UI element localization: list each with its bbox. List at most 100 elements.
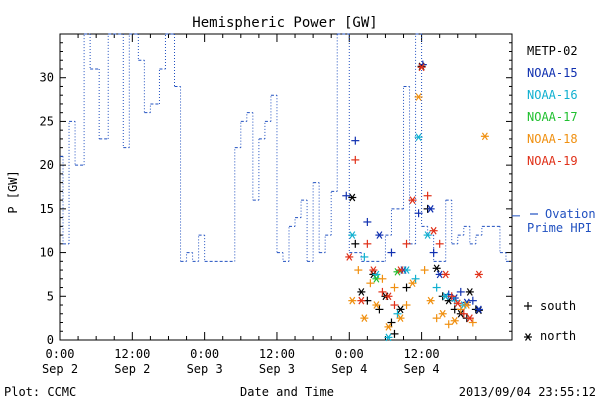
- legend-north-label: north: [540, 329, 576, 343]
- noaa-18-south-point: [444, 320, 453, 329]
- noaa-18-north-point: [414, 93, 423, 101]
- y-tick-label: 10: [40, 246, 54, 260]
- noaa-16-north-point: [423, 231, 432, 239]
- legend-noaa-16: NOAA-16: [527, 88, 578, 102]
- metp-02-north-point: [348, 193, 357, 202]
- noaa-16-north-point: [348, 231, 357, 239]
- metp-02-south-point: [390, 329, 399, 338]
- noaa-18-north-point: [396, 314, 405, 322]
- legend-noaa-17: NOAA-17: [527, 110, 578, 124]
- metp-02-north-point: [432, 264, 441, 273]
- metp-02-south-point: [387, 318, 396, 327]
- legend-noaa-15: NOAA-15: [527, 66, 578, 80]
- noaa-18-north-point: [360, 314, 369, 322]
- metp-02-south-point: [402, 283, 411, 292]
- noaa-19-south-point: [402, 239, 411, 248]
- y-tick-label: 20: [40, 158, 54, 172]
- noaa-18-south-point: [354, 266, 363, 275]
- noaa-19-south-point: [378, 287, 387, 296]
- x-tick-date: Sep 4: [331, 362, 367, 376]
- noaa-18-south-point: [390, 283, 399, 292]
- noaa-18-north-point: [462, 301, 471, 309]
- x-axis-label: Date and Time: [240, 385, 334, 399]
- x-tick-time: 12:00: [404, 347, 440, 361]
- y-tick-label: 25: [40, 114, 54, 128]
- noaa-18-south-point: [420, 266, 429, 275]
- noaa-15-south-point: [363, 217, 372, 226]
- x-tick-time: 12:00: [259, 347, 295, 361]
- noaa-15-north-point: [375, 231, 384, 239]
- x-tick-time: 0:00: [46, 347, 75, 361]
- x-tick-time: 0:00: [190, 347, 219, 361]
- noaa-16-south-point: [393, 309, 402, 318]
- metp-02-south-point: [375, 305, 384, 314]
- plot-source: Plot: CCMC: [4, 385, 76, 399]
- noaa-15-south-point: [342, 191, 351, 200]
- x-tick-date: Sep 3: [259, 362, 295, 376]
- noaa-18-south-point: [468, 318, 477, 327]
- noaa-16-north-point: [384, 333, 393, 342]
- noaa-16-south-point: [432, 283, 441, 292]
- x-tick-date: Sep 2: [114, 362, 150, 376]
- noaa-19-north-point: [384, 292, 393, 301]
- noaa-19-south-point: [423, 191, 432, 200]
- noaa-19-south-point: [363, 239, 372, 248]
- noaa-15-south-point: [414, 209, 423, 218]
- legend-ovation-line1: Ovation: [545, 207, 596, 221]
- noaa-19-north-point: [441, 270, 450, 279]
- plot-frame: [59, 33, 513, 341]
- noaa-15-south-point: [456, 287, 465, 296]
- noaa-18-north-point: [408, 279, 417, 288]
- noaa-15-south-point: [429, 248, 438, 257]
- noaa-19-south-point: [390, 301, 399, 310]
- legend-noaa-19: NOAA-19: [527, 154, 578, 168]
- legend-metp-02: METP-02: [527, 44, 578, 58]
- noaa-18-south-point: [378, 274, 387, 283]
- noaa-19-north-point: [417, 63, 426, 72]
- noaa-19-north-point: [369, 266, 378, 274]
- noaa-15-north-point: [474, 305, 483, 314]
- noaa-15-south-point: [387, 248, 396, 257]
- x-tick-date: Sep 3: [187, 362, 223, 376]
- noaa-16-north-point: [414, 133, 423, 142]
- noaa-18-south-point: [366, 279, 375, 288]
- noaa-19-north-point: [429, 226, 438, 235]
- y-tick-label: 30: [40, 71, 54, 85]
- noaa-19-north-point: [465, 314, 474, 322]
- y-tick-label: 15: [40, 202, 54, 216]
- noaa-15-south-point: [468, 296, 477, 305]
- noaa-19-north-point: [474, 270, 483, 279]
- ovation-series: [60, 33, 512, 262]
- noaa-18-north-point: [348, 296, 357, 305]
- legend: METP-02 NOAA-15 NOAA-16 NOAA-17 NOAA-18 NOAA-…: [512, 44, 596, 343]
- metp-02-north-point: [396, 305, 405, 314]
- y-axis-label: P [GW]: [6, 170, 20, 213]
- chart-title: Hemispheric Power [GW]: [192, 15, 377, 31]
- noaa-18-north-point: [480, 132, 489, 141]
- noaa-18-north-point: [438, 309, 447, 318]
- noaa-18-south-point: [456, 305, 465, 314]
- metp-02-south-point: [351, 239, 360, 248]
- legend-north-symbol: [525, 333, 531, 341]
- noaa-19-south-point: [351, 155, 360, 164]
- y-axis: 0 5 10 15 20 25 30: [40, 42, 512, 347]
- noaa-16-south-point: [360, 252, 369, 261]
- x-tick-time: 0:00: [335, 347, 364, 361]
- noaa-15-north-point: [426, 205, 435, 213]
- noaa-19-north-point: [357, 296, 366, 305]
- y-tick-label: 0: [47, 333, 54, 347]
- noaa-19-north-point: [408, 196, 417, 204]
- y-tick-label: 5: [47, 289, 54, 303]
- x-tick-date: Sep 2: [42, 362, 78, 376]
- legend-noaa-18: NOAA-18: [527, 132, 578, 146]
- noaa-19-north-point: [453, 299, 462, 308]
- noaa-19-south-point: [459, 309, 468, 318]
- metp-02-north-point: [357, 288, 366, 296]
- noaa-19-north-point: [345, 253, 354, 261]
- x-tick-date: Sep 4: [404, 362, 440, 376]
- noaa-18-north-point: [372, 301, 381, 309]
- legend-ovation-line2: Prime HPI: [527, 221, 592, 235]
- metp-02-north-point: [465, 288, 474, 296]
- legend-south-label: south: [540, 299, 576, 313]
